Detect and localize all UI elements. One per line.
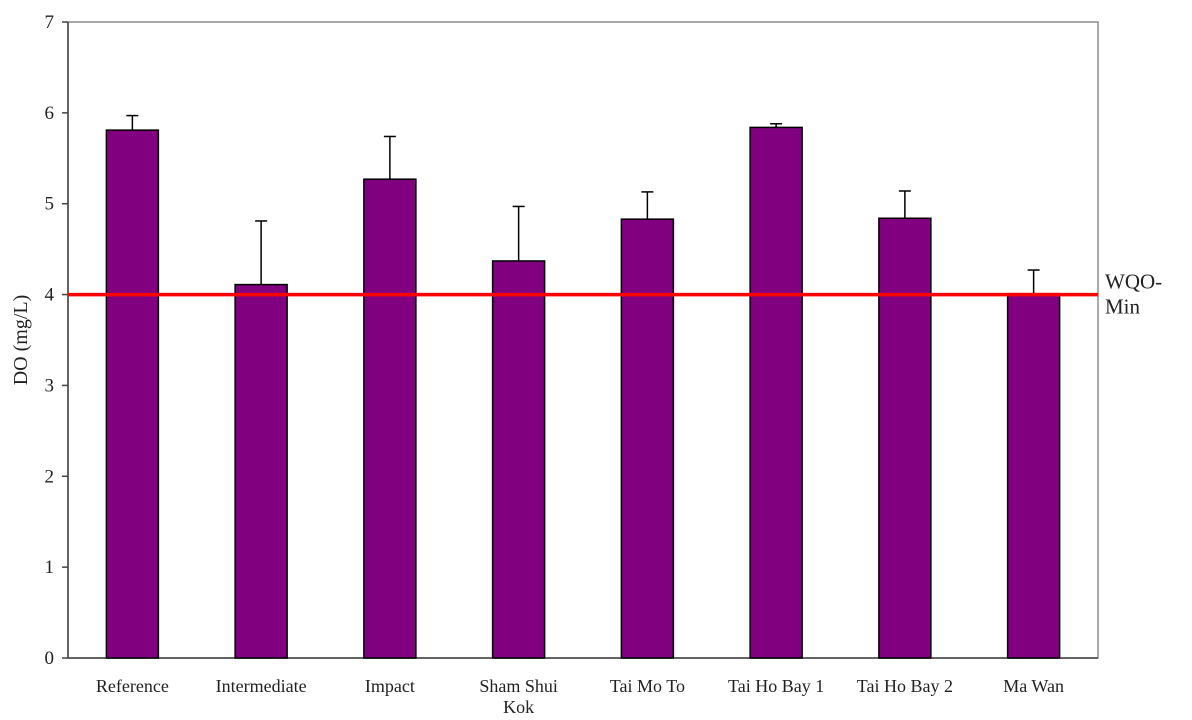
x-category-label: Impact xyxy=(365,676,415,696)
bar xyxy=(234,283,288,659)
x-category-label: Intermediate xyxy=(216,676,307,696)
bar xyxy=(363,178,417,659)
y-tick-label: 1 xyxy=(45,557,55,578)
bar xyxy=(620,218,675,659)
y-axis-title: DO (mg/L) xyxy=(10,295,32,386)
bar xyxy=(105,129,160,659)
y-tick-label: 6 xyxy=(45,103,55,124)
y-tick-label: 7 xyxy=(45,12,55,33)
x-category-label: Sham Shui xyxy=(479,676,558,696)
y-tick-label: 3 xyxy=(45,375,55,396)
x-category-label: Kok xyxy=(503,697,534,717)
x-category-label: Tai Mo To xyxy=(610,676,685,696)
x-category-label: Tai Ho Bay 2 xyxy=(857,676,953,696)
bar xyxy=(491,260,546,659)
y-tick-label: 2 xyxy=(45,466,55,487)
reference-line-label: Min xyxy=(1105,295,1141,319)
reference-line-group: WQO-Min xyxy=(68,270,1162,319)
x-category-label: Ma Wan xyxy=(1003,676,1064,696)
plot-area-frame xyxy=(67,21,1099,659)
reference-line-label: WQO- xyxy=(1105,270,1162,294)
x-category-label: Reference xyxy=(96,676,169,696)
bar xyxy=(1006,292,1061,659)
y-tick-label: 4 xyxy=(45,285,55,306)
y-tick-label: 0 xyxy=(45,648,55,669)
bar xyxy=(749,126,803,659)
bar xyxy=(878,217,932,659)
x-category-label: Tai Ho Bay 1 xyxy=(728,676,824,696)
error-bars-group xyxy=(126,114,1040,294)
y-axis: 0 1 2 3 4 5 6 7 xyxy=(45,12,1098,669)
y-tick-label: 5 xyxy=(45,194,55,215)
bars-group xyxy=(105,126,1061,659)
